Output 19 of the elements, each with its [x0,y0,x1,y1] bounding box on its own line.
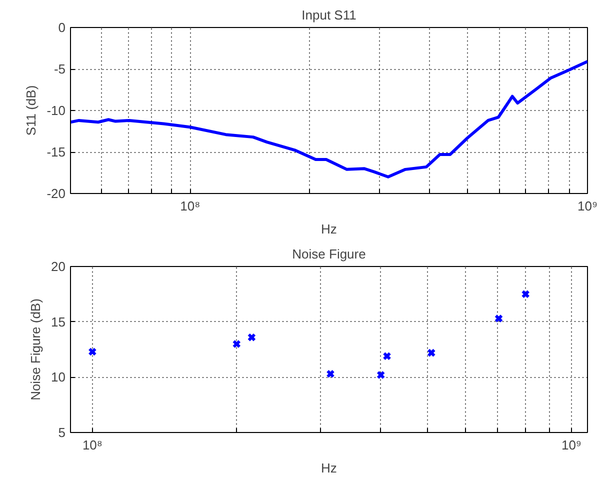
chart-title: Noise Figure [292,246,366,262]
y-tick-label: -15 [46,144,66,160]
y-tick-label: -20 [46,186,66,201]
y-tick-label: -10 [46,103,66,118]
y-tick-label: 15 [51,314,66,330]
y-tick-label: 0 [58,20,66,35]
y-axis-title: Noise Figure (dB) [28,298,44,400]
y-tick-label: 5 [58,425,66,440]
x-tick-label: 10⁸ [82,438,102,452]
y-tick-label: -5 [54,62,66,76]
y-axis-title: S11 (dB) [24,85,39,136]
x-tick-label: 10⁸ [180,198,200,214]
x-axis-title: Hz [321,222,337,236]
y-tick-label: 10 [51,370,66,385]
x-tick-label: 10⁹ [561,438,582,452]
y-tick-label: 20 [51,259,66,274]
x-tick-label: 10⁹ [577,198,598,214]
chart-title: Input S11 [302,8,356,22]
x-axis-title: Hz [321,460,337,476]
